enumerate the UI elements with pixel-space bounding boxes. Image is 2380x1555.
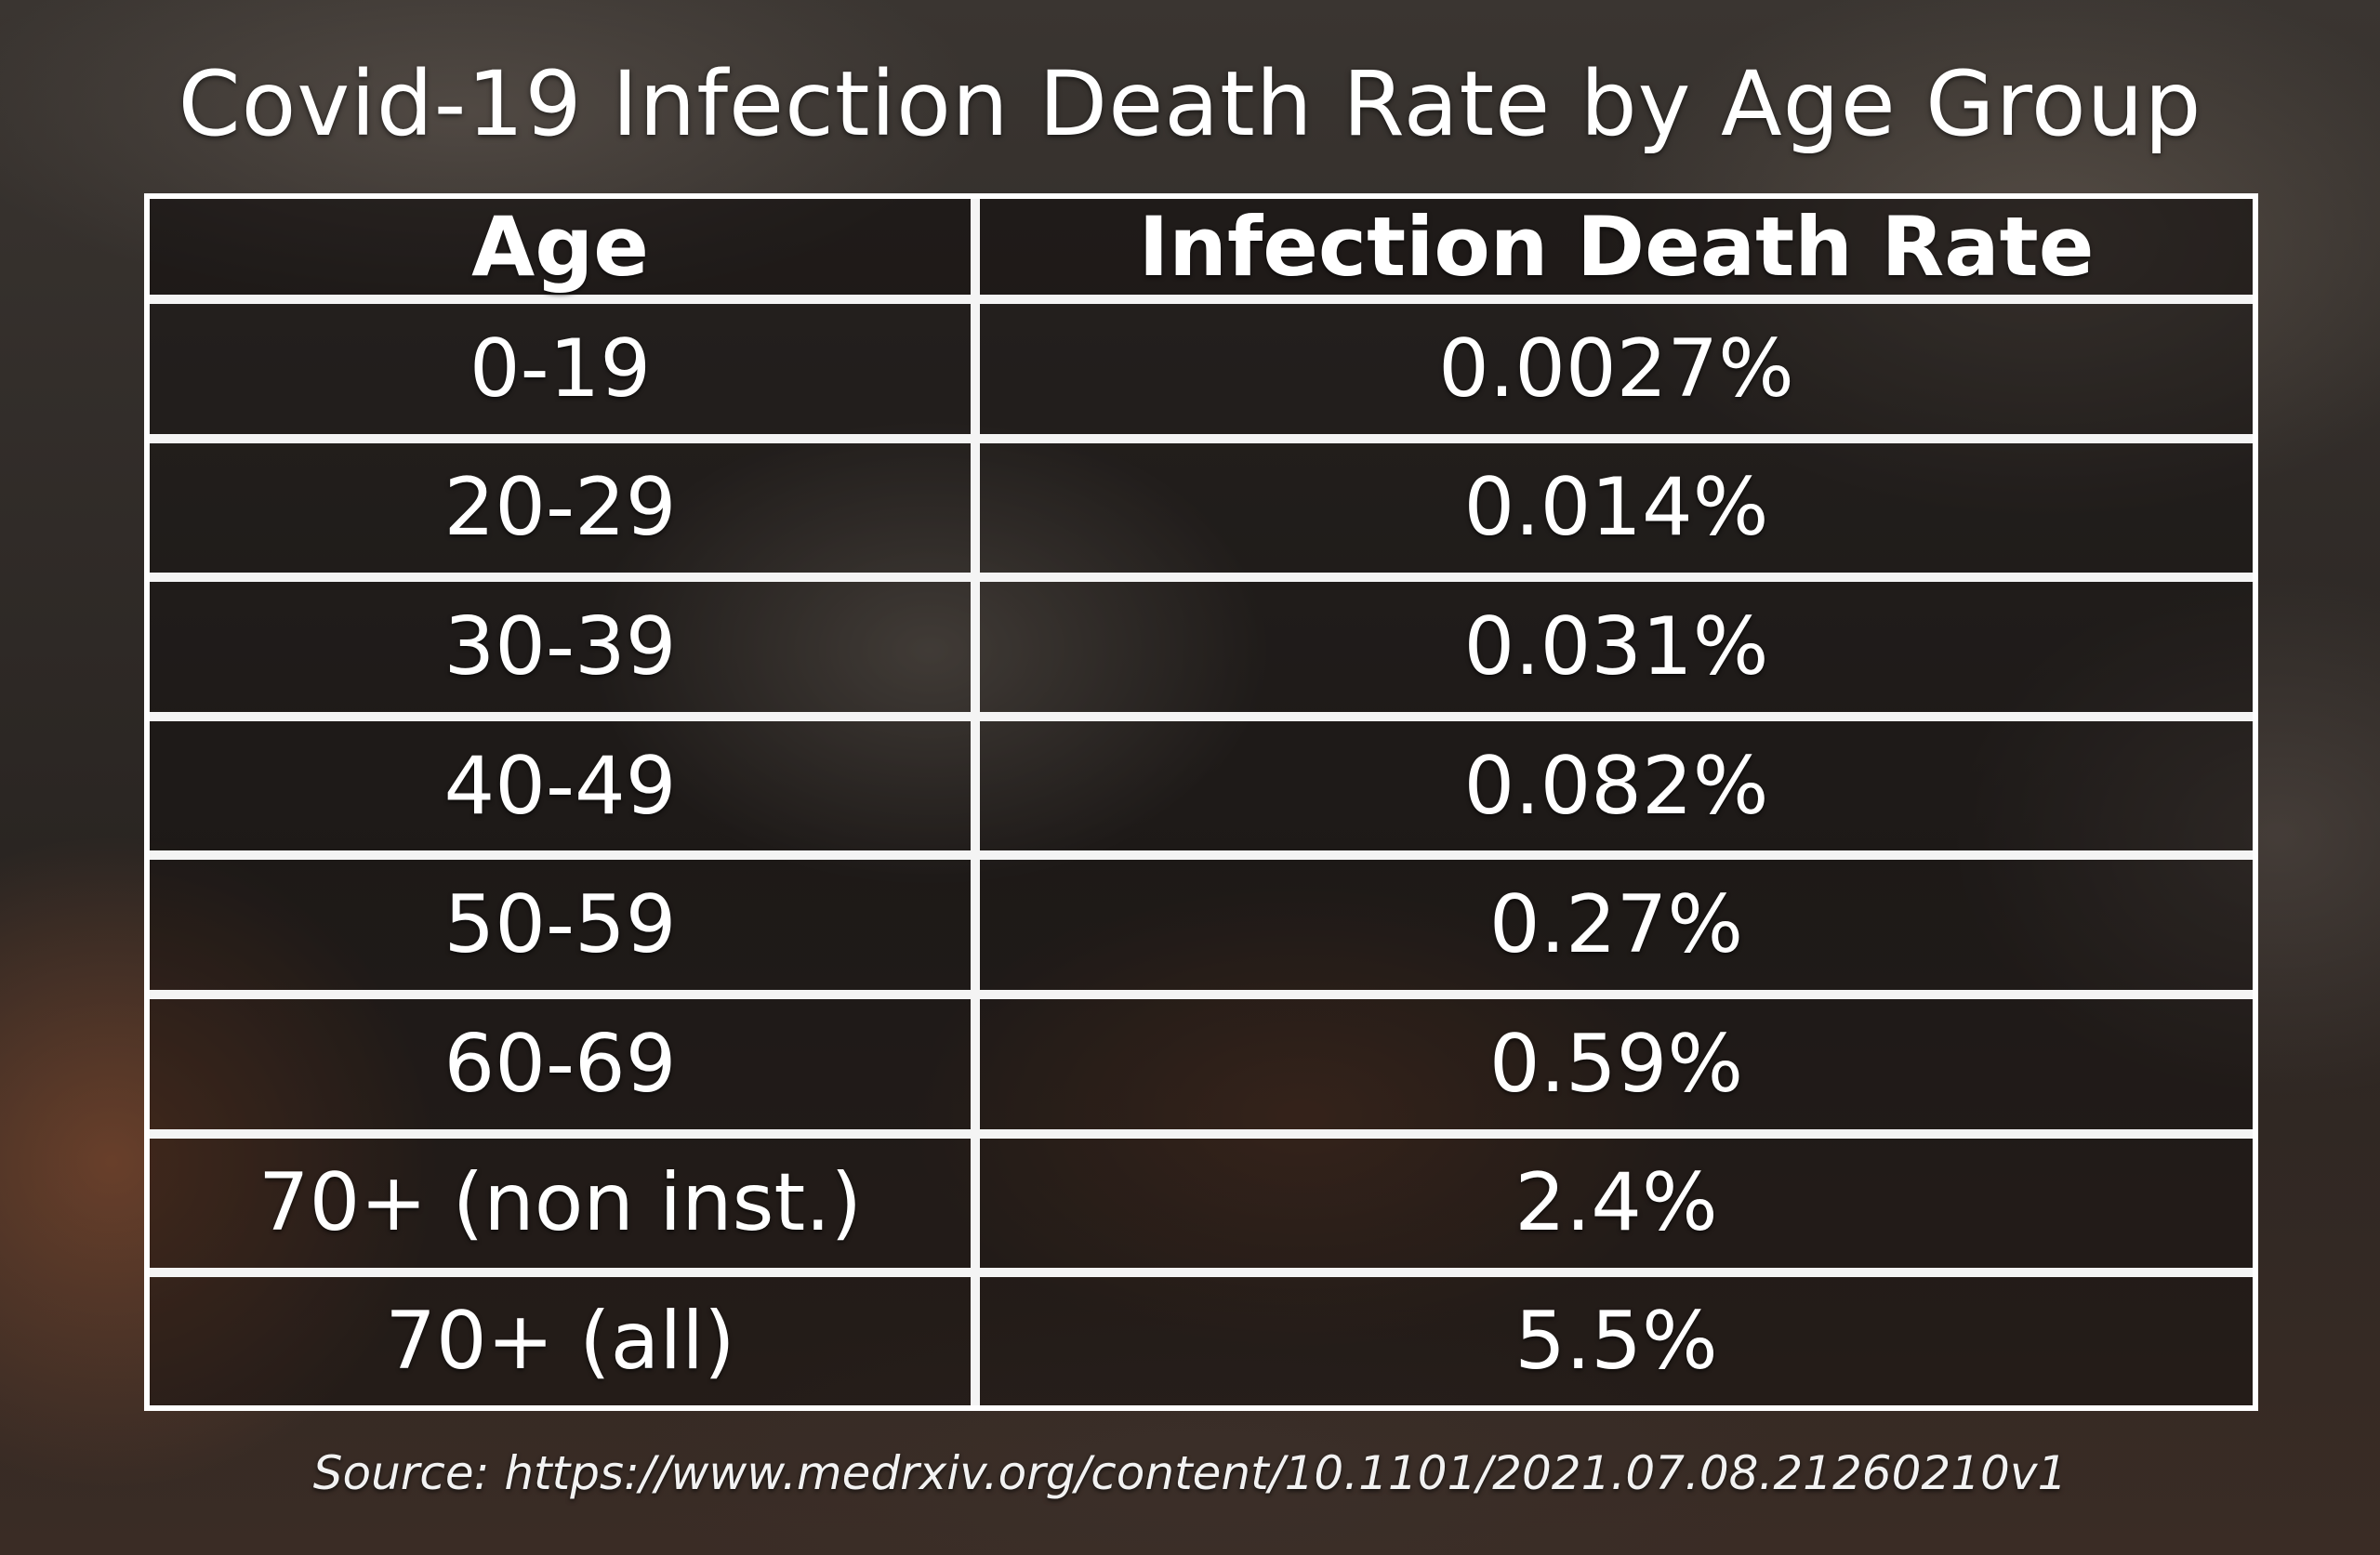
table-row: 50-59 0.27% xyxy=(150,850,2253,999)
death-rate-table-container: Age Infection Death Rate 0-19 0.0027% 20… xyxy=(144,193,2258,1411)
age-cell: 60-69 xyxy=(150,989,980,1139)
source-citation: Source: https://www.medrxiv.org/content/… xyxy=(312,1446,2068,1500)
table-row: 70+ (non inst.) 2.4% xyxy=(150,1128,2253,1278)
age-cell: 70+ (all) xyxy=(150,1268,980,1405)
age-cell: 30-39 xyxy=(150,573,980,721)
rate-cell: 0.59% xyxy=(971,989,2253,1139)
rate-cell: 5.5% xyxy=(971,1268,2253,1405)
age-cell: 0-19 xyxy=(150,295,980,443)
age-cell: 50-59 xyxy=(150,850,980,999)
age-cell: 40-49 xyxy=(150,711,980,861)
rate-cell: 0.0027% xyxy=(971,295,2253,443)
rate-cell: 0.031% xyxy=(971,573,2253,721)
page-title: Covid-19 Infection Death Rate by Age Gro… xyxy=(178,52,2202,156)
table-row: 30-39 0.031% xyxy=(150,573,2253,721)
rate-cell: 2.4% xyxy=(971,1128,2253,1278)
table-row: 60-69 0.59% xyxy=(150,989,2253,1139)
table-row: 20-29 0.014% xyxy=(150,433,2253,583)
header-infection-death-rate: Infection Death Rate xyxy=(971,199,2253,304)
age-cell: 20-29 xyxy=(150,433,980,583)
rate-cell: 0.27% xyxy=(971,850,2253,999)
rate-cell: 0.014% xyxy=(971,433,2253,583)
table-row: 70+ (all) 5.5% xyxy=(150,1268,2253,1405)
header-age: Age xyxy=(150,199,980,304)
table-row: 0-19 0.0027% xyxy=(150,295,2253,443)
table-header-row: Age Infection Death Rate xyxy=(150,199,2253,304)
table-row: 40-49 0.082% xyxy=(150,711,2253,861)
death-rate-table: Age Infection Death Rate 0-19 0.0027% 20… xyxy=(150,199,2253,1405)
rate-cell: 0.082% xyxy=(971,711,2253,861)
age-cell: 70+ (non inst.) xyxy=(150,1128,980,1278)
